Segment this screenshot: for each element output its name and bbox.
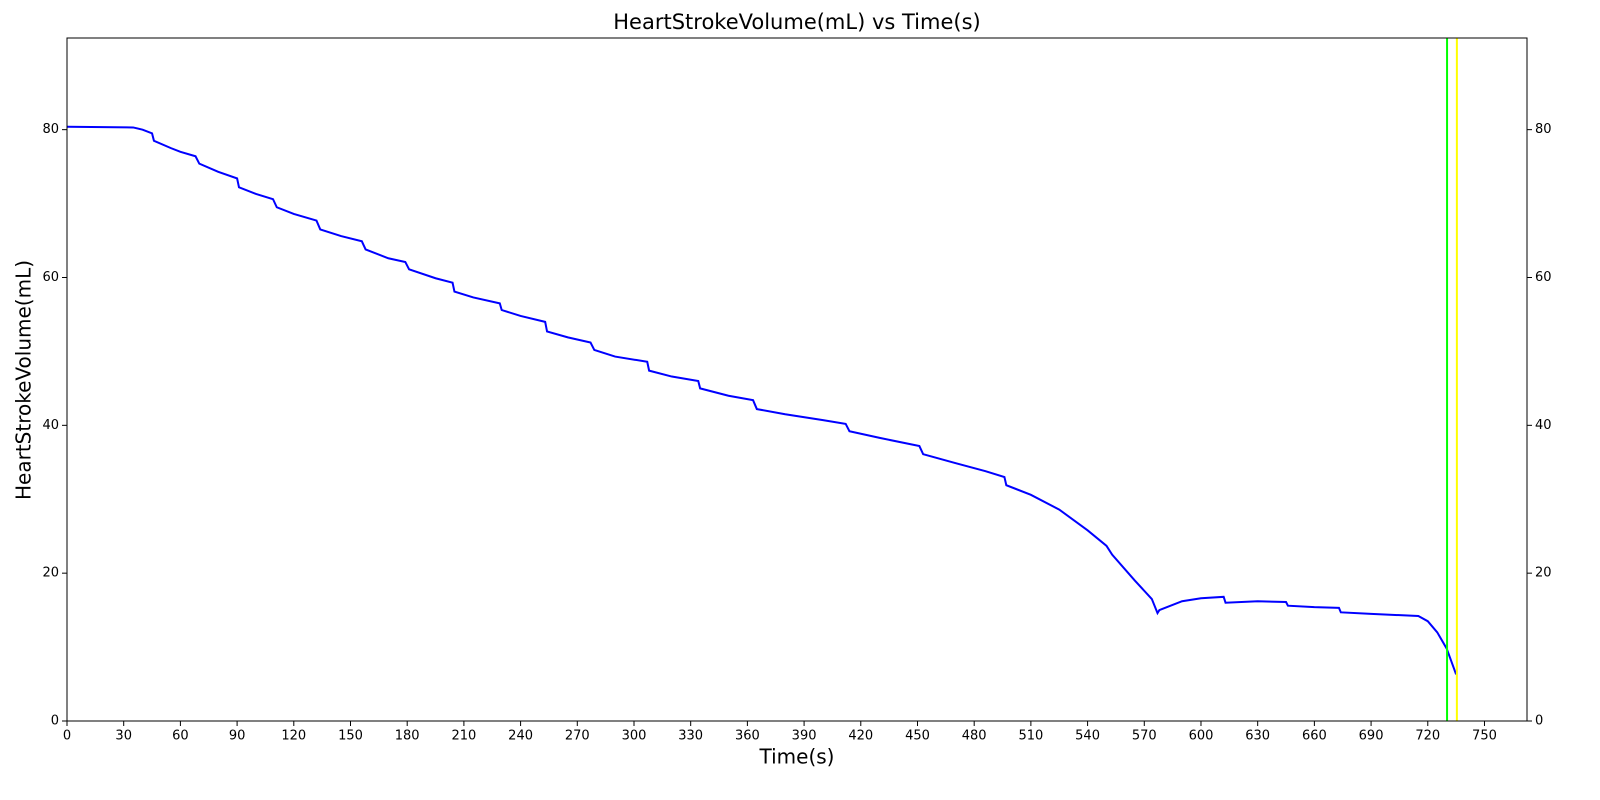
x-tick-label: 750 bbox=[1472, 729, 1497, 744]
x-tick-label: 540 bbox=[1075, 729, 1100, 744]
y-tick-label: 20 bbox=[42, 566, 59, 581]
x-tick-label: 0 bbox=[63, 729, 71, 744]
chart-title: HeartStrokeVolume(mL) vs Time(s) bbox=[613, 10, 980, 34]
data-line bbox=[66, 125, 1458, 675]
y-tick-label: 60 bbox=[42, 270, 59, 285]
y2-tick-label: 40 bbox=[1535, 418, 1552, 433]
x-tick-label: 300 bbox=[622, 729, 647, 744]
x-tick-label: 720 bbox=[1415, 729, 1440, 744]
plot-frame bbox=[66, 37, 1528, 722]
x-tick-label: 90 bbox=[229, 729, 246, 744]
x-tick-label: 240 bbox=[508, 729, 533, 744]
x-tick-label: 570 bbox=[1132, 729, 1157, 744]
x-tick-label: 270 bbox=[565, 729, 590, 744]
y2-tick-label: 60 bbox=[1535, 270, 1552, 285]
y-tick-label: 0 bbox=[51, 714, 59, 729]
y-tick-label: 40 bbox=[42, 418, 59, 433]
x-tick-label: 660 bbox=[1302, 729, 1327, 744]
y2-tick-label: 20 bbox=[1535, 566, 1552, 581]
x-tick-label: 180 bbox=[395, 729, 420, 744]
x-tick-label: 330 bbox=[678, 729, 703, 744]
y2-tick-label: 80 bbox=[1535, 122, 1552, 137]
x-tick-label: 420 bbox=[848, 729, 873, 744]
x-tick-label: 450 bbox=[905, 729, 930, 744]
x-tick-label: 30 bbox=[115, 729, 132, 744]
x-tick-label: 510 bbox=[1018, 729, 1043, 744]
x-tick-label: 210 bbox=[451, 729, 476, 744]
x-tick-label: 600 bbox=[1189, 729, 1214, 744]
x-tick-label: 630 bbox=[1245, 729, 1270, 744]
y-axis-label: HeartStrokeVolume(mL) bbox=[12, 260, 36, 500]
y-tick-label: 80 bbox=[42, 122, 59, 137]
x-tick-label: 360 bbox=[735, 729, 760, 744]
x-tick-label: 390 bbox=[792, 729, 817, 744]
x-tick-label: 60 bbox=[172, 729, 189, 744]
x-tick-label: 480 bbox=[962, 729, 987, 744]
x-tick-label: 690 bbox=[1359, 729, 1384, 744]
x-tick-label: 150 bbox=[338, 729, 363, 744]
x-tick-label: 120 bbox=[281, 729, 306, 744]
x-axis-label: Time(s) bbox=[759, 745, 835, 769]
y2-tick-label: 0 bbox=[1535, 714, 1543, 729]
